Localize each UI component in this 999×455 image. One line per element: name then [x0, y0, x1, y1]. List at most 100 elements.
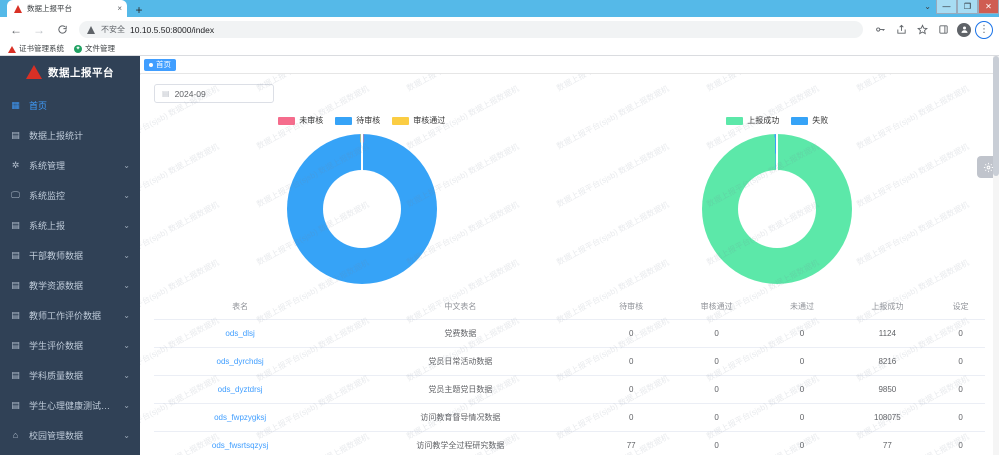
legend-item[interactable]: 审核通过	[392, 115, 445, 126]
key-icon[interactable]	[870, 20, 890, 40]
sidebar-item-2[interactable]: ✲ 系统管理 ⌄	[0, 150, 140, 180]
legend-item[interactable]: 失败	[791, 115, 828, 126]
security-label: 不安全	[101, 25, 125, 34]
cell-approved: 0	[667, 319, 766, 348]
sidebar-item-0[interactable]: ▦ 首页	[0, 90, 140, 120]
sidebar-item-9[interactable]: ▤ 学科质量数据 ⌄	[0, 360, 140, 390]
table-column-header: 表名	[154, 294, 327, 320]
donut-chart[interactable]	[286, 134, 437, 284]
sidebar-item-3[interactable]: 🖵 系统监控 ⌄	[0, 180, 140, 210]
chevron-down-icon: ⌄	[123, 220, 130, 230]
cell-rejected: 0	[765, 375, 839, 404]
audit-status-chart: 未审核 待审核 审核通过	[154, 115, 570, 284]
sidebar-item-8[interactable]: ▤ 学生评价数据 ⌄	[0, 330, 140, 360]
triangle-icon	[8, 45, 16, 53]
bookmark-item[interactable]: 证书管理系统	[8, 43, 64, 54]
legend-item[interactable]: 上报成功	[726, 115, 779, 126]
address-bar[interactable]: 不安全 10.10.5.50:8000/index	[79, 21, 863, 38]
side-panel-icon[interactable]	[933, 20, 953, 40]
browser-toolbar: ← → 不安全 10.10.5.50:8000/index	[0, 17, 999, 42]
share-icon[interactable]	[891, 20, 911, 40]
legend-item[interactable]: 待审核	[335, 115, 380, 126]
cell-approved: 0	[667, 403, 766, 432]
chevron-down-icon: ⌄	[123, 430, 130, 440]
sidebar-item-7[interactable]: ▤ 教师工作评价数据 ⌄	[0, 300, 140, 330]
table-column-header: 待审核	[594, 294, 668, 320]
scrollbar-thumb[interactable]	[993, 56, 999, 176]
sidebar-item-4[interactable]: ▤ 系统上报 ⌄	[0, 210, 140, 240]
cell-pending: 77	[594, 431, 668, 455]
bookmarks-bar: 证书管理系统 ✦ 文件管理	[0, 42, 999, 56]
sidebar-item-label: 学生心理健康测试数据	[29, 400, 116, 411]
sidebar-item-6[interactable]: ▤ 教学资源数据 ⌄	[0, 270, 140, 300]
table-column-header: 设定	[936, 294, 985, 320]
close-icon[interactable]: ×	[117, 3, 122, 13]
maximize-button[interactable]: ❐	[957, 0, 978, 14]
sidebar-item-label: 系统管理	[29, 160, 66, 171]
chevron-down-icon: ⌄	[123, 400, 130, 410]
legend-swatch	[726, 116, 744, 125]
sidebar-item-10[interactable]: ▤ 学生心理健康测试数据 ⌄	[0, 390, 140, 420]
favicon-icon	[14, 4, 23, 13]
sidebar-item-1[interactable]: ▤ 数据上报统计	[0, 120, 140, 150]
new-tab-button[interactable]: +	[135, 2, 143, 17]
legend-item[interactable]: 未审核	[278, 115, 323, 126]
cell-name[interactable]: ods_dlsj	[154, 319, 327, 348]
legend-label: 审核通过	[413, 116, 446, 125]
vertical-scrollbar[interactable]	[993, 56, 999, 455]
bookmark-item[interactable]: ✦ 文件管理	[74, 43, 115, 54]
cell-config: 0	[936, 431, 985, 455]
cell-name[interactable]: ods_fwsrtsqzysj	[154, 431, 327, 455]
bookmark-star-icon[interactable]	[912, 20, 932, 40]
table-row[interactable]: ods_fwpzygksj 访问教育督导情况数据 0 0 0 108075 0	[154, 403, 985, 432]
table-column-header: 审核通过	[667, 294, 766, 320]
forward-icon[interactable]: →	[33, 22, 45, 37]
table-row[interactable]: ods_dyztdrsj 党员主题党日数据 0 0 0 9850 0	[154, 375, 985, 404]
slice-gap	[360, 134, 363, 209]
stats-table-wrap: 表名 中文表名 待审核 审核通过 未通过 上报成功 设定 ods_dlsj 党费数据 0 0 0 11…	[154, 294, 985, 455]
cell-name[interactable]: ods_dyrchdsj	[154, 347, 327, 376]
chart-legend: 未审核 待审核 审核通过	[278, 115, 445, 126]
sidebar-item-11[interactable]: ⌂ 校园管理数据 ⌄	[0, 420, 140, 450]
cell-name[interactable]: ods_dyztdrsj	[154, 375, 327, 404]
watermark-text: 数据上报平台(sjsb) 数据上报数据机	[405, 74, 521, 94]
sidebar-item-5[interactable]: ▤ 干部教师数据 ⌄	[0, 240, 140, 270]
table-icon: ▤	[11, 399, 20, 410]
gear-icon: ✲	[11, 159, 20, 170]
table-row[interactable]: ods_fwsrtsqzysj 访问教学全过程研究数据 77 0 0 77 0	[154, 431, 985, 455]
table-row[interactable]: ods_dlsj 党费数据 0 0 0 1124 0	[154, 319, 985, 348]
month-picker[interactable]: ▤ 2024-09	[154, 84, 274, 103]
table-icon: ▤	[11, 129, 20, 140]
main-content: 首页 ▤ 2024-09 未审核 待审核 审核通过 上报成功失	[140, 56, 999, 455]
tab-title: 数据上报平台	[27, 4, 72, 13]
window-controls: — ❐ ✕	[936, 0, 999, 14]
view-tag-home[interactable]: 首页	[144, 58, 176, 71]
table-row[interactable]: ods_dyrchdsj 党员日常活动数据 0 0 0 8216 0	[154, 347, 985, 376]
donut-chart[interactable]	[702, 134, 853, 284]
chevron-down-icon: ⌄	[123, 280, 130, 290]
back-icon[interactable]: ←	[10, 22, 22, 37]
sidebar-menu: ▦ 首页 ▤ 数据上报统计 ✲ 系统管理 ⌄ 🖵 系统监控 ⌄ ▤ 系统上报 ⌄ ▤ 干部教师数据 ⌄ ▤ 教学资…	[0, 88, 140, 455]
sidebar-item-12[interactable]: ⚑党建工作数据⌄	[0, 450, 140, 455]
minimize-button[interactable]: —	[936, 0, 957, 14]
table-icon: ▤	[11, 369, 20, 380]
not-secure-icon	[87, 25, 96, 34]
watermark-text: 数据上报平台(sjsb) 数据上报数据机	[705, 74, 821, 94]
browser-tab[interactable]: 数据上报平台 ×	[7, 0, 127, 17]
cell-rejected: 0	[765, 431, 839, 455]
cell-name[interactable]: ods_fwpzygksj	[154, 403, 327, 432]
window-close-button[interactable]: ✕	[978, 0, 999, 14]
profile-avatar[interactable]	[954, 20, 974, 40]
table-icon: ▤	[11, 279, 20, 290]
home-icon: ▦	[11, 99, 20, 110]
chevron-down-icon: ⌄	[123, 310, 130, 320]
monitor-icon: 🖵	[11, 189, 20, 200]
legend-swatch	[278, 116, 296, 125]
sidebar-item-label: 系统上报	[29, 220, 66, 231]
cell-pending: 0	[594, 403, 668, 432]
watermark-text: 数据上报平台(sjsb) 数据上报数据机	[555, 74, 671, 94]
legend-label: 待审核	[356, 116, 381, 125]
chevron-down-icon[interactable]: ⌄	[924, 2, 931, 11]
reload-icon[interactable]	[52, 20, 72, 40]
three-dot-menu-icon[interactable]: ⋮	[975, 20, 993, 39]
